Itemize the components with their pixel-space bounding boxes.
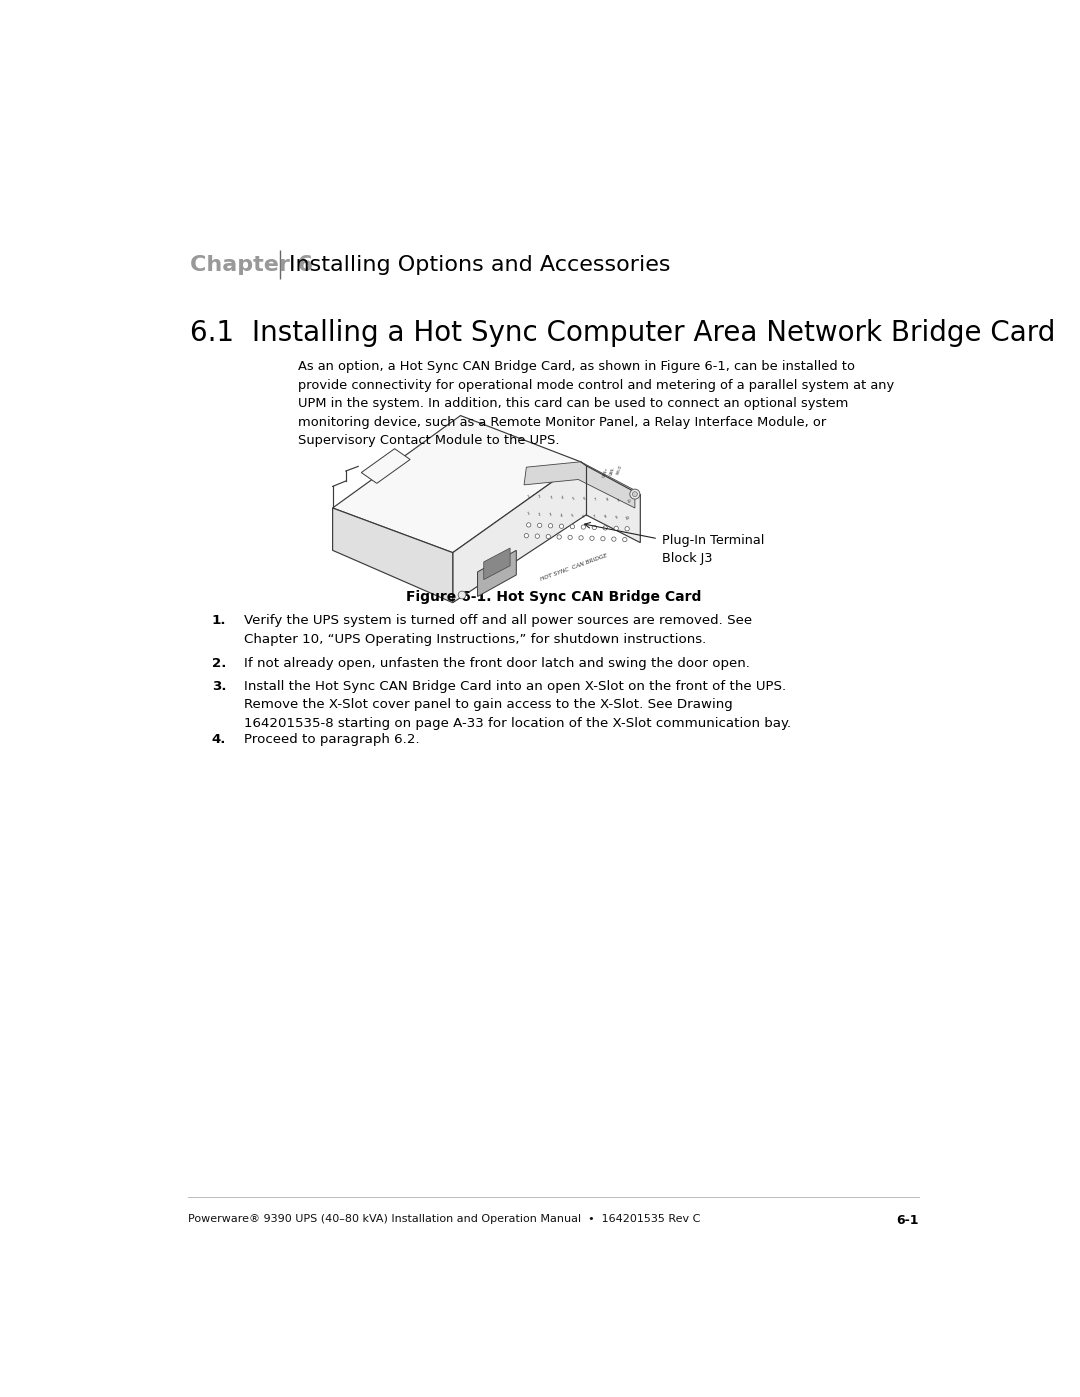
Text: 2: 2 [538,495,541,499]
Polygon shape [484,548,510,580]
Text: 9: 9 [617,499,620,503]
Text: CAN+: CAN+ [602,465,609,478]
Text: 3: 3 [549,513,552,517]
Text: 10: 10 [624,515,630,521]
Circle shape [590,536,594,541]
Text: 1.: 1. [212,615,226,627]
Text: 1: 1 [527,511,530,517]
Text: CAN-: CAN- [609,467,616,476]
Text: Chapter 6: Chapter 6 [190,254,313,275]
Circle shape [579,535,583,541]
Text: 5: 5 [571,496,576,500]
Text: 1: 1 [527,495,530,499]
Text: 8: 8 [606,497,609,503]
Text: 4: 4 [561,496,564,500]
Circle shape [623,538,627,542]
Circle shape [630,489,640,499]
Text: 3.: 3. [212,680,226,693]
Circle shape [625,527,630,531]
Circle shape [536,534,540,538]
Text: 7: 7 [593,514,596,520]
Polygon shape [333,509,453,602]
Polygon shape [524,462,635,509]
Text: 8: 8 [604,515,607,520]
Circle shape [633,492,637,496]
Circle shape [611,536,616,541]
Polygon shape [453,462,640,602]
Circle shape [600,536,605,541]
Text: 2.: 2. [212,657,226,669]
Text: 6.1  Installing a Hot Sync Computer Area Network Bridge Card: 6.1 Installing a Hot Sync Computer Area … [190,320,1055,348]
Text: 7: 7 [594,497,597,502]
Text: 6: 6 [583,497,586,502]
Text: As an option, a Hot Sync CAN Bridge Card, as shown in Figure 6-1, can be install: As an option, a Hot Sync CAN Bridge Card… [298,360,894,447]
Text: Proceed to paragraph 6.2.: Proceed to paragraph 6.2. [244,733,420,746]
Text: Figure 6-1. Hot Sync CAN Bridge Card: Figure 6-1. Hot Sync CAN Bridge Card [406,590,701,604]
Text: 5: 5 [570,514,575,518]
Circle shape [527,522,531,527]
Text: 6-1: 6-1 [896,1214,918,1227]
Text: SHLD: SHLD [616,464,623,475]
Text: Plug-In Terminal
Block J3: Plug-In Terminal Block J3 [662,534,765,564]
Text: HOT SYNC  CAN BRIDGE: HOT SYNC CAN BRIDGE [540,553,608,583]
Text: 3: 3 [550,495,553,500]
Polygon shape [362,448,410,483]
Text: 6: 6 [582,514,585,518]
Polygon shape [333,415,581,553]
Text: Installing Options and Accessories: Installing Options and Accessories [289,254,671,275]
Circle shape [570,524,575,529]
Circle shape [546,535,551,539]
Text: Powerware® 9390 UPS (40–80 kVA) Installation and Operation Manual  •  164201535 : Powerware® 9390 UPS (40–80 kVA) Installa… [189,1214,701,1224]
Circle shape [615,527,619,531]
Text: If not already open, unfasten the front door latch and swing the door open.: If not already open, unfasten the front … [244,657,751,669]
Circle shape [549,524,553,528]
Circle shape [568,535,572,539]
Circle shape [603,525,607,529]
Text: 10: 10 [626,499,632,504]
Circle shape [559,524,564,528]
Text: 9: 9 [615,515,618,520]
Text: 4: 4 [559,513,564,518]
Circle shape [538,524,542,528]
Polygon shape [477,550,516,597]
Circle shape [458,591,465,599]
Text: Install the Hot Sync CAN Bridge Card into an open X-Slot on the front of the UPS: Install the Hot Sync CAN Bridge Card int… [244,680,792,729]
Circle shape [592,525,596,529]
Circle shape [581,525,585,529]
Text: 4.: 4. [212,733,226,746]
Text: Verify the UPS system is turned off and all power sources are removed. See
Chapt: Verify the UPS system is turned off and … [244,615,753,645]
Circle shape [524,534,528,538]
Circle shape [557,535,562,539]
Text: 2: 2 [538,513,541,517]
